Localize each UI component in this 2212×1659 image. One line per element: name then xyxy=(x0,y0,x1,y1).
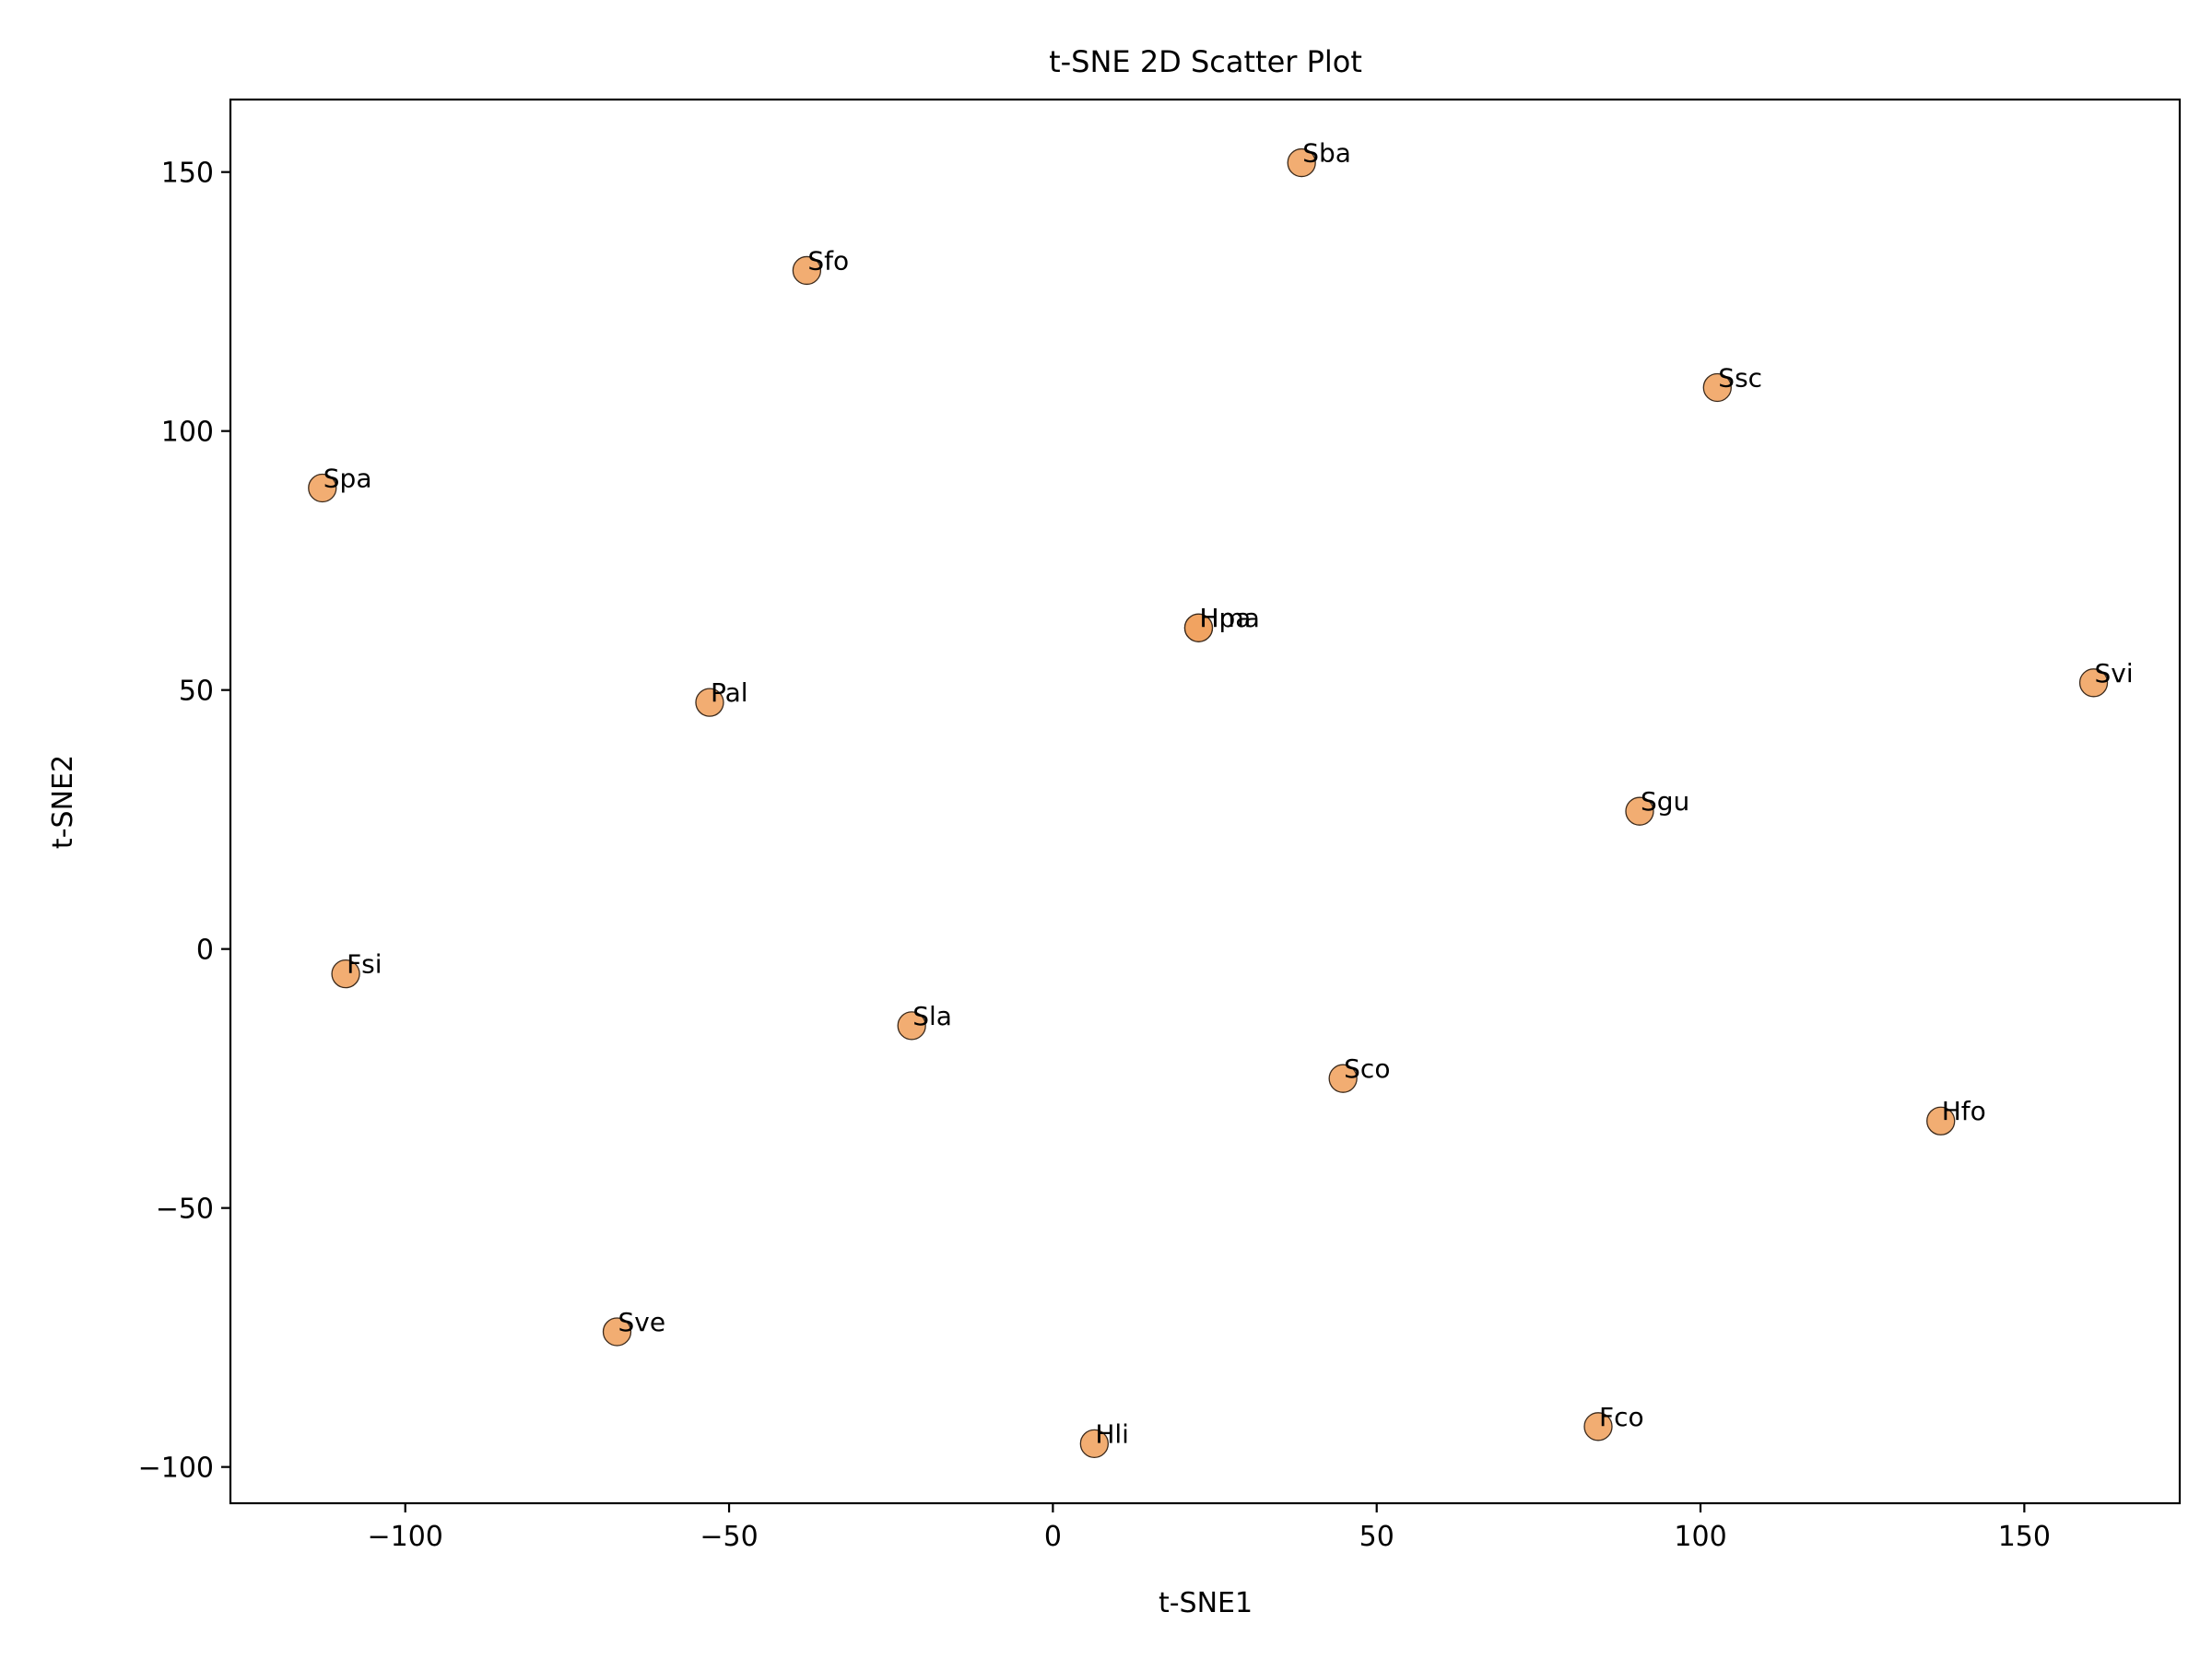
point-label: Hfo xyxy=(1942,1096,1986,1126)
scatter-point xyxy=(2078,668,2109,698)
point-label: Sgu xyxy=(1641,786,1689,817)
x-axis: −100 −50 0 50 100 150 xyxy=(368,1503,2051,1553)
x-axis-label: t-SNE1 xyxy=(1159,1587,1253,1619)
scatter-point xyxy=(1079,1429,1109,1459)
scatter-point xyxy=(1583,1412,1613,1441)
point-label: Sve xyxy=(618,1307,665,1337)
x-tick-label: 0 xyxy=(1044,1521,1062,1553)
x-tick-label: −50 xyxy=(700,1521,758,1553)
y-tick-label: −50 xyxy=(156,1194,214,1226)
point-label: Svi xyxy=(2095,658,2134,688)
point-label: Hpa xyxy=(1199,603,1251,633)
data-points xyxy=(308,147,2109,1459)
scatter-point xyxy=(308,473,337,503)
point-label: Sba xyxy=(1302,138,1351,169)
y-tick-label: −100 xyxy=(138,1453,214,1485)
y-tick-label: 50 xyxy=(179,676,214,708)
scatter-point xyxy=(1287,147,1316,178)
y-tick-label: 0 xyxy=(196,935,214,967)
chart-title: t-SNE 2D Scatter Plot xyxy=(1049,44,1362,79)
point-label: Ssc xyxy=(1718,362,1762,393)
scatter-point xyxy=(1702,372,1732,403)
scatter-point xyxy=(602,1317,632,1347)
point-label: Spa xyxy=(324,463,372,493)
scatter-point xyxy=(1328,1064,1358,1093)
x-tick-label: −100 xyxy=(368,1521,443,1553)
scatter-point xyxy=(1926,1106,1956,1135)
scatter-point xyxy=(331,959,360,989)
point-label: Fco xyxy=(1599,1402,1644,1432)
point-label: Hli xyxy=(1095,1418,1129,1449)
scatter-point xyxy=(897,1011,926,1041)
x-tick-label: 150 xyxy=(1998,1521,2051,1553)
plot-area-frame xyxy=(229,98,2182,1505)
point-label: Fsi xyxy=(347,949,382,980)
scatter-point xyxy=(1183,613,1214,642)
point-label: Sla xyxy=(912,1001,952,1031)
y-tick-label: 150 xyxy=(161,158,214,190)
point-label: Hma xyxy=(1199,603,1260,633)
y-tick-label: 100 xyxy=(161,417,214,449)
scatter-point xyxy=(695,688,724,717)
point-label: Sfo xyxy=(807,245,849,276)
x-tick-label: 100 xyxy=(1674,1521,1726,1553)
point-label: Sco xyxy=(1344,1053,1390,1084)
y-axis-label: t-SNE2 xyxy=(47,755,79,849)
point-label: Pal xyxy=(711,677,748,708)
y-axis: −100 −50 0 50 100 150 xyxy=(138,158,230,1485)
scatter-point xyxy=(792,255,822,286)
x-tick-label: 50 xyxy=(1359,1521,1394,1553)
scatter-point xyxy=(1625,796,1654,826)
